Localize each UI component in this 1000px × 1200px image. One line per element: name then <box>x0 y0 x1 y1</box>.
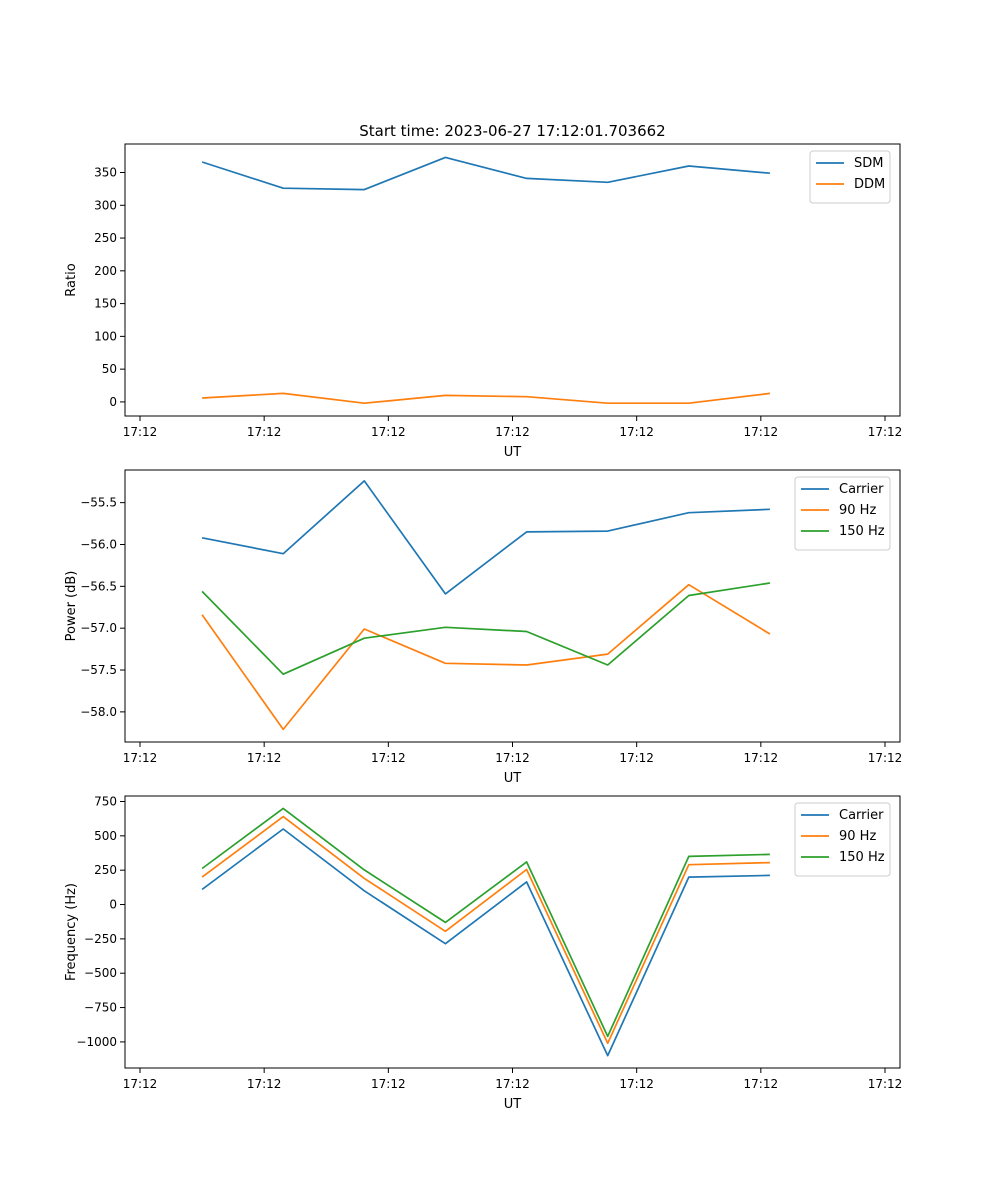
y-tick-label: −56.0 <box>80 537 117 551</box>
x-tick-label: 17:12 <box>371 751 406 765</box>
series-line-90-hz <box>201 583 771 731</box>
legend: SDM DDM <box>809 150 891 204</box>
x-axis-label: UT <box>504 445 522 460</box>
x-axis-label: UT <box>504 771 522 786</box>
x-tick-label: 17:12 <box>123 425 158 439</box>
x-tick-label: 17:12 <box>868 425 903 439</box>
x-tick-label: 17:12 <box>744 751 779 765</box>
chart-panel-3: 17:12 17:12 17:12 17:12 17:12 17:12 17:12 −1000… <box>64 794 902 1112</box>
series-line-carrier <box>201 828 770 1057</box>
legend-entry: 150 Hz <box>839 524 885 539</box>
x-axis-label: UT <box>504 1097 522 1112</box>
legend-entry: DDM <box>854 177 885 192</box>
series-line-ddm <box>202 392 771 405</box>
series-line-150-hz <box>201 807 770 1038</box>
y-tick-label: 200 <box>94 264 117 278</box>
y-tick-label: −250 <box>84 932 117 946</box>
y-tick-label: 100 <box>94 329 117 343</box>
y-tick-label: −57.5 <box>80 663 117 677</box>
y-tick-label: −500 <box>84 966 117 980</box>
series-line-90-hz <box>201 815 770 1045</box>
x-tick-label: 17:12 <box>371 1077 406 1091</box>
axes-group: 17:12 17:12 17:12 17:12 17:12 17:12 17:12 0 50 10… <box>64 143 903 1112</box>
x-tick-label: 17:12 <box>619 425 654 439</box>
legend-box <box>809 150 891 204</box>
x-tick-label: 17:12 <box>619 751 654 765</box>
y-tick-label: 300 <box>94 198 117 212</box>
x-tick-label: 17:12 <box>495 1077 530 1091</box>
y-tick-label: −58.0 <box>80 705 117 719</box>
x-tick-label: 17:12 <box>371 425 406 439</box>
y-tick-label: −1000 <box>76 1035 117 1049</box>
legend-entry: Carrier <box>839 482 884 497</box>
y-tick-label: −57.0 <box>80 621 117 635</box>
x-tick-label: 17:12 <box>744 425 779 439</box>
x-tick-label: 17:12 <box>744 1077 779 1091</box>
x-tick-label: 17:12 <box>868 751 903 765</box>
y-tick-label: −750 <box>84 1001 117 1015</box>
legend-entry: 90 Hz <box>839 503 876 518</box>
legend: Carrier 90 Hz 150 Hz <box>794 476 891 551</box>
y-tick-label: 350 <box>94 166 117 180</box>
y-axis-label: Ratio <box>64 263 79 296</box>
chart-panel-1: 17:12 17:12 17:12 17:12 17:12 17:12 17:12 0 50 10… <box>64 143 903 460</box>
series-line-150-hz <box>201 582 771 676</box>
series-line-carrier <box>201 480 770 595</box>
x-tick-label: 17:12 <box>123 1077 158 1091</box>
legend-entry: 90 Hz <box>839 829 876 844</box>
legend-entry: Carrier <box>839 808 884 823</box>
y-tick-label: 250 <box>94 863 117 877</box>
legend: Carrier 90 Hz 150 Hz <box>794 802 891 877</box>
y-tick-label: 50 <box>102 362 117 376</box>
legend-entry: SDM <box>854 156 883 171</box>
y-tick-label: 750 <box>94 794 117 808</box>
y-axis-label: Power (dB) <box>64 571 79 642</box>
plot-frame <box>124 795 901 1069</box>
series-line-sdm <box>201 156 770 191</box>
y-tick-label: 0 <box>109 395 117 409</box>
x-tick-label: 17:12 <box>247 751 282 765</box>
y-axis-label: Frequency (Hz) <box>64 883 79 981</box>
x-tick-label: 17:12 <box>123 751 158 765</box>
y-tick-label: 0 <box>109 898 117 912</box>
chart-panel-2: 17:12 17:12 17:12 17:12 17:12 17:12 17:12 −58.0… <box>64 469 903 786</box>
plot-frame <box>124 469 901 743</box>
y-tick-label: 150 <box>94 297 117 311</box>
x-tick-label: 17:12 <box>619 1077 654 1091</box>
y-tick-label: 500 <box>94 829 117 843</box>
y-tick-label: −55.5 <box>80 496 117 510</box>
x-tick-label: 17:12 <box>247 425 282 439</box>
figure-title: Start time: 2023-06-27 17:12:01.703662 <box>359 122 665 140</box>
y-tick-label: 250 <box>94 231 117 245</box>
x-tick-label: 17:12 <box>495 751 530 765</box>
x-tick-label: 17:12 <box>868 1077 903 1091</box>
x-tick-label: 17:12 <box>247 1077 282 1091</box>
y-tick-label: −56.5 <box>80 579 117 593</box>
legend-entry: 150 Hz <box>839 850 885 865</box>
plot-frame <box>124 143 901 417</box>
x-tick-label: 17:12 <box>495 425 530 439</box>
